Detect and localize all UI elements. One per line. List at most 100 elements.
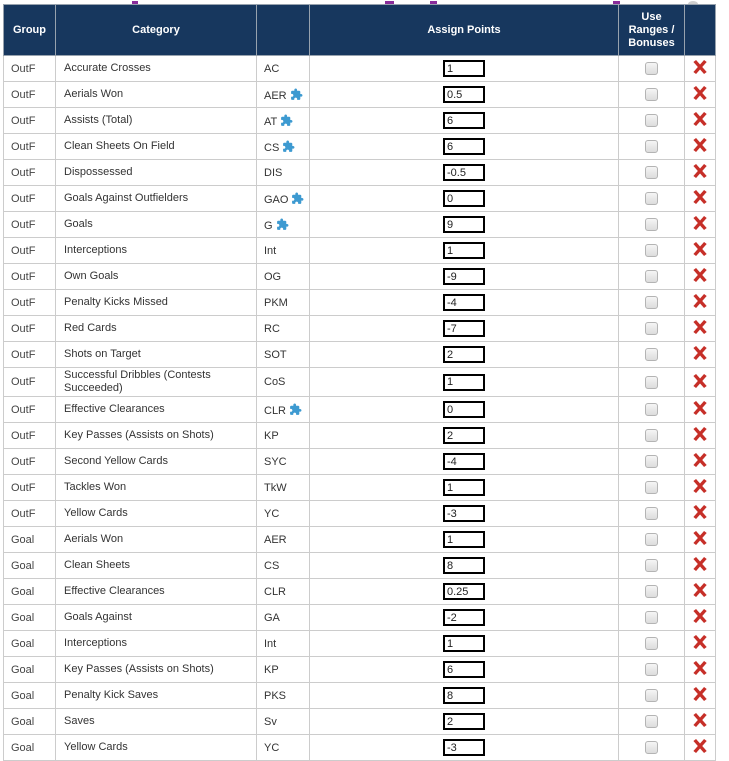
points-input[interactable] [443,268,485,285]
points-input[interactable] [443,479,485,496]
delete-cell [684,708,716,735]
abbr-cell: KP [256,422,310,449]
use-ranges-checkbox[interactable] [645,455,658,468]
use-ranges-checkbox[interactable] [645,403,658,416]
use-ranges-checkbox[interactable] [645,507,658,520]
use-ranges-checkbox[interactable] [645,322,658,335]
delete-icon[interactable] [692,373,708,389]
use-ranges-checkbox[interactable] [645,637,658,650]
use-ranges-cell [618,396,685,423]
delete-icon[interactable] [692,319,708,335]
delete-icon[interactable] [692,452,708,468]
delete-icon[interactable] [692,426,708,442]
points-input[interactable] [443,112,485,129]
points-input[interactable] [443,583,485,600]
use-ranges-checkbox[interactable] [645,559,658,572]
use-ranges-checkbox[interactable] [645,585,658,598]
abbr-label: Int [264,637,277,650]
delete-icon[interactable] [692,293,708,309]
use-ranges-checkbox[interactable] [645,270,658,283]
delete-icon[interactable] [692,85,708,101]
delete-icon[interactable] [692,530,708,546]
delete-icon[interactable] [692,478,708,494]
delete-icon[interactable] [692,686,708,702]
delete-icon[interactable] [692,400,708,416]
points-input[interactable] [443,531,485,548]
use-ranges-checkbox[interactable] [645,375,658,389]
use-ranges-checkbox[interactable] [645,533,658,546]
points-input[interactable] [443,401,485,418]
abbr-label: GA [264,611,280,624]
points-input[interactable] [443,373,485,391]
points-input[interactable] [443,739,485,756]
category-cell: Key Passes (Assists on Shots) [55,422,257,449]
delete-icon[interactable] [692,345,708,361]
use-ranges-checkbox[interactable] [645,166,658,179]
delete-icon[interactable] [692,59,708,75]
use-ranges-checkbox[interactable] [645,429,658,442]
use-ranges-checkbox[interactable] [645,715,658,728]
category-cell: Goals [55,211,257,238]
delete-icon[interactable] [692,712,708,728]
points-cell [309,422,619,449]
puzzle-icon [276,218,289,231]
use-ranges-checkbox[interactable] [645,663,658,676]
points-input[interactable] [443,635,485,652]
use-ranges-cell [618,289,685,316]
delete-icon[interactable] [692,608,708,624]
abbr-label: RC [264,322,280,335]
points-input[interactable] [443,164,485,181]
points-input[interactable] [443,557,485,574]
use-ranges-checkbox[interactable] [645,296,658,309]
delete-icon[interactable] [692,504,708,520]
abbr-label: AER [264,533,287,546]
points-input[interactable] [443,190,485,207]
points-input[interactable] [443,320,485,337]
abbr-label: AT [264,115,278,128]
points-input[interactable] [443,86,485,103]
delete-icon[interactable] [692,163,708,179]
points-input[interactable] [443,216,485,233]
delete-cell [684,396,716,423]
category-cell: Aerials Won [55,526,257,553]
delete-icon[interactable] [692,137,708,153]
points-input[interactable] [443,60,485,77]
delete-icon[interactable] [692,660,708,676]
points-input[interactable] [443,609,485,626]
use-ranges-checkbox[interactable] [645,218,658,231]
delete-icon[interactable] [692,111,708,127]
use-ranges-checkbox[interactable] [645,88,658,101]
use-ranges-checkbox[interactable] [645,62,658,75]
points-input[interactable] [443,453,485,470]
points-input[interactable] [443,505,485,522]
points-input[interactable] [443,427,485,444]
delete-icon[interactable] [692,215,708,231]
use-ranges-checkbox[interactable] [645,689,658,702]
use-ranges-checkbox[interactable] [645,348,658,361]
use-ranges-checkbox[interactable] [645,611,658,624]
use-ranges-checkbox[interactable] [645,741,658,754]
use-ranges-checkbox[interactable] [645,140,658,153]
delete-icon[interactable] [692,556,708,572]
category-cell: Effective Clearances [55,578,257,605]
use-ranges-checkbox[interactable] [645,244,658,257]
points-input[interactable] [443,138,485,155]
points-input[interactable] [443,687,485,704]
points-input[interactable] [443,242,485,259]
clipped-link-fragment [430,1,437,4]
category-cell: Assists (Total) [55,107,257,134]
delete-icon[interactable] [692,634,708,650]
delete-icon[interactable] [692,582,708,598]
delete-icon[interactable] [692,241,708,257]
points-input[interactable] [443,294,485,311]
points-input[interactable] [443,661,485,678]
delete-icon[interactable] [692,189,708,205]
delete-icon[interactable] [692,267,708,283]
use-ranges-checkbox[interactable] [645,192,658,205]
use-ranges-checkbox[interactable] [645,481,658,494]
points-input[interactable] [443,713,485,730]
delete-icon[interactable] [692,738,708,754]
group-cell: Goal [3,734,56,761]
use-ranges-checkbox[interactable] [645,114,658,127]
points-input[interactable] [443,346,485,363]
